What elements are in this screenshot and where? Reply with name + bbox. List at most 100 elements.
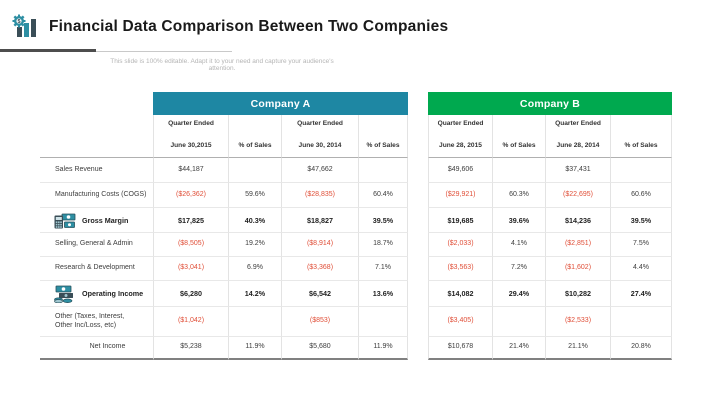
table-cell: $6,542 xyxy=(281,280,358,306)
divider-dark xyxy=(0,49,96,52)
column-header: % of Sales xyxy=(358,115,408,157)
column-header: Quarter Ended June 30,2015 xyxy=(153,115,228,157)
row-label: Operating Income xyxy=(40,280,153,306)
table-cell: ($853) xyxy=(281,306,358,336)
table-cell: $14,236 xyxy=(545,207,610,232)
column-header-line2: June 30,2015 xyxy=(170,142,212,150)
column-header-line1: Quarter Ended xyxy=(168,120,214,127)
row-label: Sales Revenue xyxy=(40,157,153,182)
table-cell: ($22,695) xyxy=(545,182,610,207)
table-cell: $37,431 xyxy=(545,157,610,182)
title-row: $ Financial Data Comparison Between Two … xyxy=(10,13,448,41)
company-a-header: Company A xyxy=(153,92,408,115)
table-cell: $47,662 xyxy=(281,157,358,182)
table-cell: $19,685 xyxy=(428,207,492,232)
row-label: Other (Taxes, Interest, Other Inc/Loss, e… xyxy=(40,306,153,336)
row-label-text: Selling, General & Admin xyxy=(55,240,133,248)
table-cell: 14.2% xyxy=(228,280,281,306)
row-label-text: Sales Revenue xyxy=(55,165,103,173)
table-cell: ($29,921) xyxy=(428,182,492,207)
table-cell: $6,280 xyxy=(153,280,228,306)
svg-text:$: $ xyxy=(17,19,20,25)
table-cell: 39.6% xyxy=(492,207,545,232)
table-cell: ($2,033) xyxy=(428,232,492,256)
table-cell: $10,282 xyxy=(545,280,610,306)
row-label: Selling, General & Admin xyxy=(40,232,153,256)
table-cell: 7.2% xyxy=(492,256,545,280)
table-cell: 21.4% xyxy=(492,336,545,360)
table-cell: 4.1% xyxy=(492,232,545,256)
table-cell: 39.5% xyxy=(358,207,408,232)
column-header-line1: Quarter Ended xyxy=(555,120,601,127)
column-header: Quarter Ended June 28, 2014 xyxy=(545,115,610,157)
table-cell: 11.9% xyxy=(358,336,408,360)
table-cell: ($8,505) xyxy=(153,232,228,256)
table-cell: 40.3% xyxy=(228,207,281,232)
comparison-table: Company A Company B Quarter Ended June 30,2… xyxy=(40,92,672,360)
table-cell: ($3,041) xyxy=(153,256,228,280)
column-header-line2: June 28, 2015 xyxy=(439,142,482,150)
column-header: Quarter Ended June 28, 2015 xyxy=(428,115,492,157)
table-cell: 4.4% xyxy=(610,256,672,280)
table-cell: 21.1% xyxy=(545,336,610,360)
table-cell: $10,678 xyxy=(428,336,492,360)
table-cell: 13.6% xyxy=(358,280,408,306)
company-b-header: Company B xyxy=(428,92,672,115)
table-cell: 7.1% xyxy=(358,256,408,280)
table-cell: 59.6% xyxy=(228,182,281,207)
table-cell: 60.6% xyxy=(610,182,672,207)
table-cell: 20.8% xyxy=(610,336,672,360)
divider-light xyxy=(0,51,232,52)
column-header-line1: Quarter Ended xyxy=(437,120,484,127)
column-header-line2: % of Sales xyxy=(502,142,536,150)
column-header: % of Sales xyxy=(492,115,545,157)
row-label-text: Operating Income xyxy=(82,289,144,298)
row-label-text: Net Income xyxy=(89,343,126,351)
row-label: Gross Margin xyxy=(40,207,153,232)
cash-stack-icon xyxy=(53,285,76,303)
table-cell: $5,238 xyxy=(153,336,228,360)
table-cell: ($28,835) xyxy=(281,182,358,207)
finance-chart-gear-icon: $ xyxy=(10,13,40,41)
table-cell xyxy=(358,306,408,336)
column-header-line2: June 28, 2014 xyxy=(556,142,600,150)
column-header: Quarter Ended June 30, 2014 xyxy=(281,115,358,157)
table-cell: 29.4% xyxy=(492,280,545,306)
table-cell: ($3,563) xyxy=(428,256,492,280)
table-cell: 7.5% xyxy=(610,232,672,256)
column-header-line2: % of Sales xyxy=(366,142,400,150)
table-cell xyxy=(228,157,281,182)
table-cell: ($2,533) xyxy=(545,306,610,336)
row-label-text: Research & Development xyxy=(55,264,135,272)
row-label-text: Manufacturing Costs (COGS) xyxy=(55,190,147,198)
table-cell: 18.7% xyxy=(358,232,408,256)
column-header-line2: % of Sales xyxy=(238,142,272,150)
table-cell: 60.4% xyxy=(358,182,408,207)
table-cell xyxy=(610,306,672,336)
calculator-money-icon xyxy=(53,212,76,229)
table-cell xyxy=(228,306,281,336)
table-cell: ($2,851) xyxy=(545,232,610,256)
table-cell: $5,680 xyxy=(281,336,358,360)
table-cell: ($3,368) xyxy=(281,256,358,280)
column-header: % of Sales xyxy=(228,115,281,157)
table-cell: $18,827 xyxy=(281,207,358,232)
table-cell: 19.2% xyxy=(228,232,281,256)
column-header: % of Sales xyxy=(610,115,672,157)
table-cell: ($26,362) xyxy=(153,182,228,207)
table-cell xyxy=(492,157,545,182)
table-cell: 39.5% xyxy=(610,207,672,232)
table-cell: ($1,602) xyxy=(545,256,610,280)
table-cell xyxy=(358,157,408,182)
row-label-text: Other (Taxes, Interest, Other Inc/Loss, e… xyxy=(55,312,125,329)
table-cell: 27.4% xyxy=(610,280,672,306)
table-cell xyxy=(610,157,672,182)
page-title: Financial Data Comparison Between Two Co… xyxy=(49,18,449,35)
table-cell: ($1,042) xyxy=(153,306,228,336)
table-cell: 60.3% xyxy=(492,182,545,207)
column-header-line2: June 30, 2014 xyxy=(298,142,342,150)
row-label: Manufacturing Costs (COGS) xyxy=(40,182,153,207)
row-label: Net Income xyxy=(40,336,153,360)
table-cell: ($3,405) xyxy=(428,306,492,336)
